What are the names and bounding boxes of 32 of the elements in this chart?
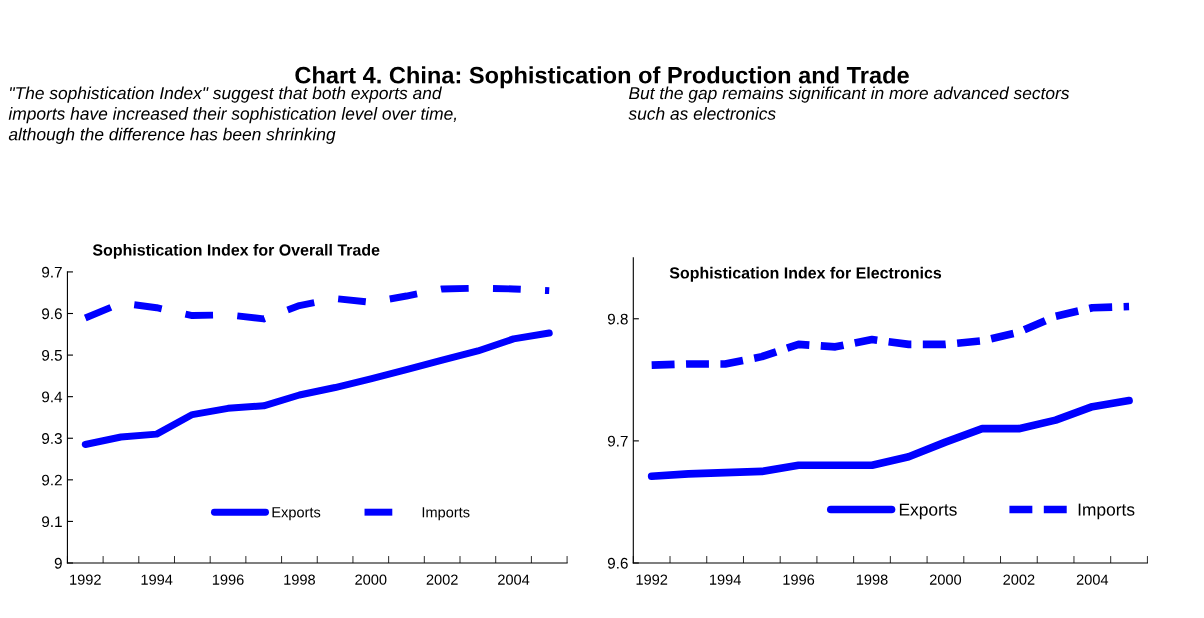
text: But the gap remains significant in more advanced sectors such as electronics (628, 86, 1070, 120)
y-tick-label: 9.7 (42, 266, 62, 278)
text: Sophistication Index for Electronics (669, 266, 942, 282)
legend-label: Imports (422, 507, 470, 521)
x-tick-label: 1992 (636, 574, 668, 585)
x-tick-label: 1998 (856, 574, 888, 585)
legend-label: Imports (1078, 503, 1135, 520)
x-tick-label: 2000 (929, 574, 962, 585)
x-tick-label: 1998 (284, 574, 315, 585)
x-tick-label: 1992 (70, 574, 101, 585)
legend-label: Exports (272, 507, 321, 521)
x-tick-label: 1996 (212, 574, 244, 585)
y-tick-label: 9.7 (607, 435, 628, 447)
y-tick-label: 9.4 (42, 391, 63, 403)
x-tick-label: 1994 (141, 574, 173, 585)
x-tick-label: 1994 (710, 574, 741, 585)
y-tick-label: 9.6 (607, 557, 628, 569)
y-tick-label: 9.1 (42, 516, 62, 528)
y-tick-label: 9 (54, 557, 62, 569)
x-tick-label: 1996 (783, 574, 815, 585)
y-tick-label: 9.6 (42, 308, 62, 320)
chart-title: Sophistication Index for Overall Trade (92, 243, 380, 259)
x-tick-label: 2000 (355, 574, 387, 585)
legend-label: Exports (899, 503, 957, 520)
y-tick-label: 9.3 (42, 433, 62, 444)
y-tick-label: 9.8 (607, 313, 628, 325)
x-tick-label: 2004 (498, 574, 530, 585)
x-tick-label: 2002 (426, 574, 458, 585)
y-tick-label: 9.5 (42, 349, 62, 361)
x-tick-label: 2004 (1076, 574, 1109, 585)
y-tick-label: 9.2 (42, 474, 62, 486)
x-tick-label: 2002 (1003, 574, 1035, 585)
